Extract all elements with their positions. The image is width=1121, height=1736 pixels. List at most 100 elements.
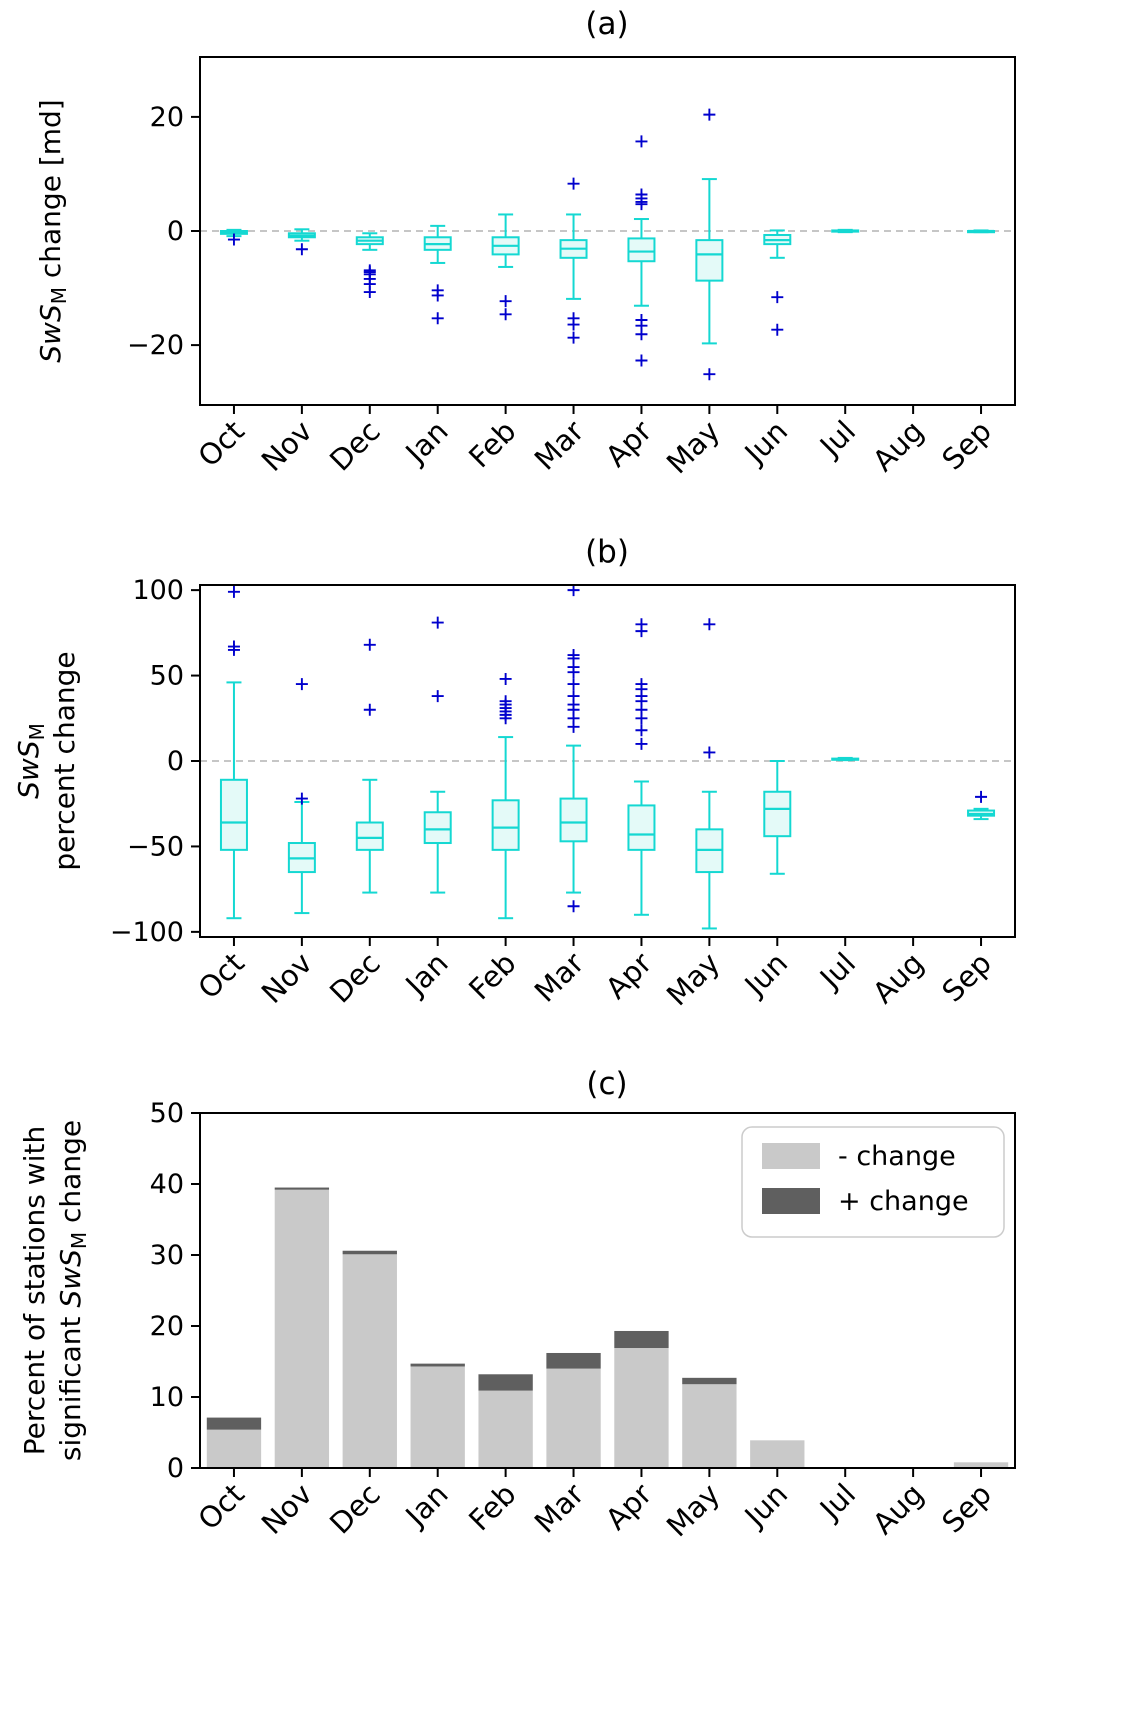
x-tick-label: Apr xyxy=(599,414,659,474)
outlier-plus-marker xyxy=(499,695,512,708)
boxplot-jul xyxy=(831,756,860,762)
y-axis-label-segment: SwS xyxy=(12,740,45,798)
bar-minus-jan xyxy=(410,1366,465,1468)
legend-swatch-plus-change xyxy=(762,1188,820,1214)
outlier-plus-marker xyxy=(431,289,444,302)
boxplot-mar xyxy=(559,584,588,913)
box xyxy=(695,239,724,282)
boxplot-jul xyxy=(831,228,860,234)
outlier-plus-marker xyxy=(295,243,308,256)
x-tick-label: May xyxy=(660,1477,726,1543)
x-tick-label: Mar xyxy=(528,946,591,1009)
y-axis-label: significant SwSM change xyxy=(54,1120,91,1461)
bar-plus-feb xyxy=(478,1374,533,1391)
y-axis-label-segment: SwS xyxy=(34,304,67,362)
x-tick-label: Apr xyxy=(599,1477,659,1537)
bar-plus-may xyxy=(682,1377,737,1385)
bar-minus-dec xyxy=(342,1254,397,1468)
x-tick-label: Dec xyxy=(323,946,387,1010)
bar-minus-jun xyxy=(750,1440,805,1468)
chart-b-title: (b) xyxy=(585,534,629,570)
bar-minus-oct xyxy=(206,1429,262,1468)
boxplot-dec xyxy=(355,638,384,894)
outlier-plus-marker xyxy=(635,354,648,367)
y-tick-label: 20 xyxy=(150,102,184,133)
x-tick-label: Nov xyxy=(255,1477,319,1541)
x-tick-label: May xyxy=(660,414,726,480)
bar-plus-jan xyxy=(410,1363,465,1367)
x-tick-label: Sep xyxy=(935,946,998,1009)
outlier-plus-marker xyxy=(363,703,376,716)
y-tick-label: 0 xyxy=(167,216,184,247)
y-tick-label: 30 xyxy=(150,1240,184,1271)
box xyxy=(219,778,248,851)
outlier-plus-marker xyxy=(771,291,784,304)
bar-minus-may xyxy=(682,1384,737,1468)
y-axis-label: percent change xyxy=(48,651,81,870)
x-tick-label: Dec xyxy=(323,1477,387,1541)
boxplot-feb xyxy=(491,213,520,321)
boxplot-feb xyxy=(491,672,520,920)
y-axis-label-segment: percent change xyxy=(48,651,81,870)
boxplot-apr xyxy=(627,618,656,916)
y-axis-label-segment: M xyxy=(47,287,71,304)
outlier-plus-marker xyxy=(295,678,308,691)
boxplot-nov xyxy=(287,678,316,915)
chart-c-barchart: 0 10 20 30 40 50 Oct Nov Dec Jan Feb Mar Apr May Jun Ju… xyxy=(18,1098,1016,1543)
x-tick-label: Feb xyxy=(462,1477,522,1537)
outlier-plus-marker xyxy=(499,308,512,321)
chart-a-title: (a) xyxy=(585,6,628,42)
legend-label: + change xyxy=(838,1186,969,1217)
legend: - change + change xyxy=(741,1126,1005,1238)
x-tick-label: Jul xyxy=(812,1477,862,1527)
y-tick-label: 0 xyxy=(167,746,184,777)
y-tick-label: −100 xyxy=(110,917,184,948)
bar-plus-apr xyxy=(614,1330,669,1349)
outlier-plus-marker xyxy=(227,585,240,598)
y-axis-label-segment: significant xyxy=(54,1308,87,1461)
y-axis-label: SwSM change [md] xyxy=(34,99,71,362)
x-tick-label: Jan xyxy=(398,1477,455,1534)
boxplot-apr xyxy=(627,135,656,367)
bar-minus-nov xyxy=(274,1189,330,1468)
x-tick-label: Jun xyxy=(737,946,794,1003)
x-tick-label: Sep xyxy=(935,414,998,477)
bar-minus-feb xyxy=(478,1390,533,1468)
x-tick-label: Jul xyxy=(812,946,862,996)
outlier-plus-marker xyxy=(703,368,716,381)
outlier-plus-marker xyxy=(567,900,580,913)
outlier-plus-marker xyxy=(703,108,716,121)
boxplot-nov xyxy=(287,228,316,256)
outlier-plus-marker xyxy=(635,724,648,737)
outlier-plus-marker xyxy=(975,790,988,803)
x-tick-label: Aug xyxy=(866,946,930,1010)
outlier-plus-marker xyxy=(567,678,580,691)
chart-b-boxplot: −100 −50 0 50 100 Oct Nov Dec Jan Feb Mar Apr May Jun… xyxy=(12,575,1016,1012)
x-tick-label: Oct xyxy=(191,946,251,1006)
outlier-plus-marker xyxy=(635,625,648,638)
outlier-plus-marker xyxy=(227,640,240,653)
outlier-plus-marker xyxy=(635,737,648,750)
outlier-plus-marker xyxy=(567,177,580,190)
x-tick-label: Mar xyxy=(528,1477,591,1540)
y-tick-label: 40 xyxy=(150,1169,184,1200)
outlier-plus-marker xyxy=(363,638,376,651)
box xyxy=(355,821,384,851)
x-tick-label: Apr xyxy=(599,946,659,1006)
box xyxy=(491,799,520,851)
legend-label: - change xyxy=(838,1141,956,1172)
boxplot-sep xyxy=(967,790,996,821)
y-axis-label-segment: SwS xyxy=(54,1249,87,1307)
x-tick-label: Jan xyxy=(398,414,455,471)
x-tick-label: Jul xyxy=(812,414,862,464)
x-tick-label: Nov xyxy=(255,946,319,1010)
boxplot-oct xyxy=(219,585,248,920)
x-tick-label: Sep xyxy=(935,1477,998,1540)
y-axis-label-segment: Percent of stations with xyxy=(18,1126,51,1455)
y-tick-label: −20 xyxy=(127,330,184,361)
outlier-plus-marker xyxy=(567,318,580,331)
x-tick-label: Aug xyxy=(866,1477,930,1541)
box xyxy=(423,811,452,845)
